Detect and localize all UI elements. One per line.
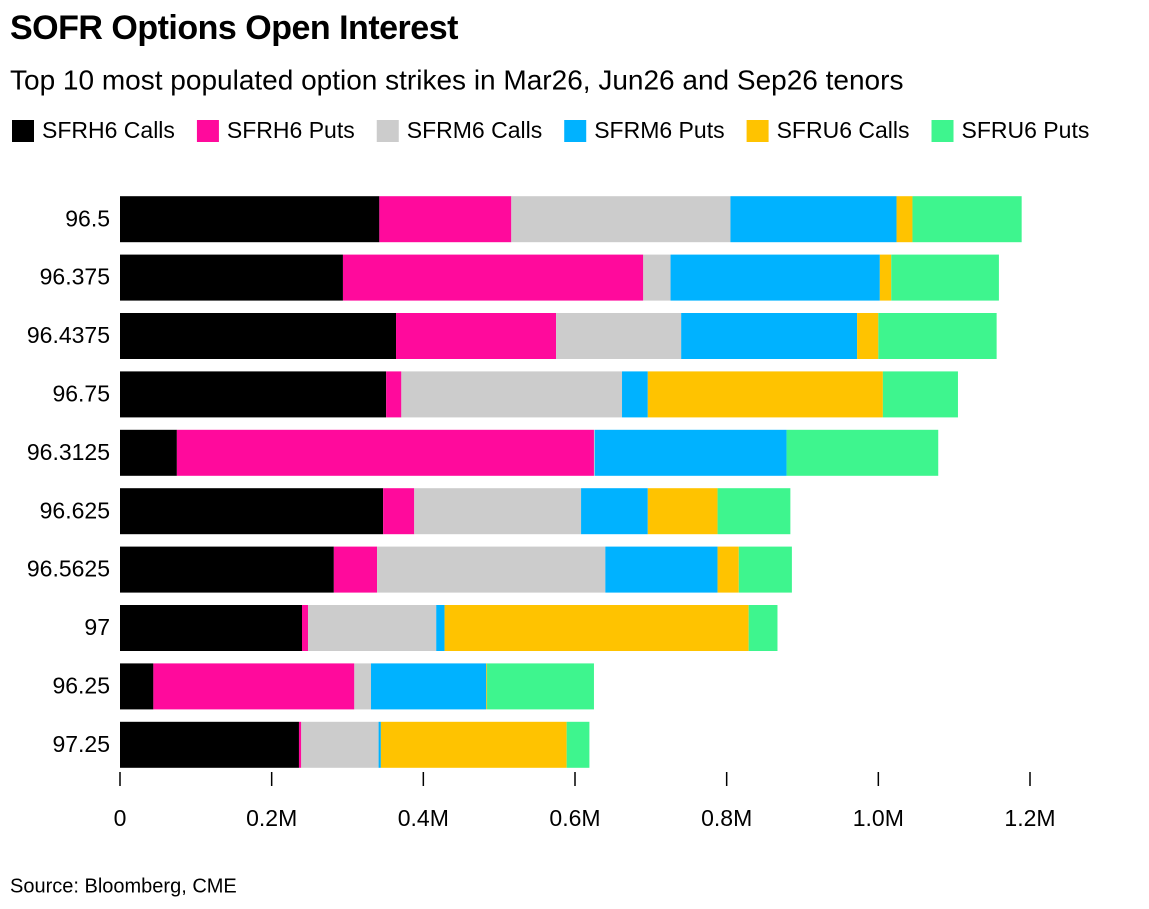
bar-segment (371, 663, 487, 710)
legend-label: SFRM6 Puts (594, 117, 724, 143)
bar-segment (581, 488, 648, 535)
bar-segment (401, 371, 623, 418)
bar-segment (730, 196, 897, 243)
bar-segment (120, 721, 299, 768)
bar-segment (308, 605, 437, 651)
bar-segment (566, 721, 590, 768)
bar-segment (786, 429, 939, 476)
bar-segment (120, 196, 380, 243)
bar-segment (487, 663, 594, 710)
legend-label: SFRU6 Calls (777, 117, 910, 143)
x-tick-label: 0.4M (398, 805, 449, 831)
bar-segment (717, 546, 739, 593)
bar-segment (378, 721, 381, 768)
bar-segment (878, 313, 997, 359)
bar-segment (912, 196, 1022, 243)
source: Source: Bloomberg, CME (10, 875, 237, 897)
y-tick-label: 96.3125 (27, 439, 110, 465)
bar-segment (120, 429, 177, 476)
bar-segment (379, 196, 512, 243)
legend-swatch (564, 120, 587, 142)
legend-swatch (12, 120, 34, 142)
bar-segment (486, 663, 488, 710)
bar-segment (333, 546, 378, 593)
bar-segment (120, 488, 384, 535)
legend-swatch (931, 120, 954, 142)
bar-segment (298, 721, 302, 768)
bar-segment (681, 313, 858, 359)
bar-segment (896, 196, 913, 243)
bar-segment (377, 546, 606, 593)
y-tick-label: 96.75 (52, 380, 110, 406)
bar-segment (120, 254, 343, 301)
bar-segment (120, 371, 387, 418)
legend-swatch (376, 120, 399, 142)
bar-segment (594, 429, 787, 476)
bar-segment (302, 605, 309, 651)
bar-segment (383, 488, 415, 535)
bar-segment (342, 254, 644, 301)
bar-segment (605, 546, 718, 593)
chart-subtitle: Top 10 most populated option strikes in … (10, 64, 903, 95)
x-tick-label: 1.2M (1004, 805, 1055, 831)
bar-segment (556, 313, 682, 359)
bar-segment (879, 254, 892, 301)
bar-segment (857, 313, 879, 359)
bar-segment (891, 254, 999, 301)
bar-segment (120, 605, 302, 651)
bar-segment (643, 254, 671, 301)
bar-segment (882, 371, 958, 418)
y-tick-label: 97 (84, 614, 110, 640)
bar-segment (622, 371, 648, 418)
legend-label: SFRH6 Puts (227, 117, 355, 143)
y-tick-label: 96.5625 (27, 556, 110, 582)
legend-label: SFRU6 Puts (962, 117, 1090, 143)
legend-swatch (746, 120, 769, 142)
bar-segment (120, 546, 334, 593)
bar-segment (301, 721, 379, 768)
bar-segment (647, 371, 883, 418)
bar-segment (120, 663, 154, 710)
bar-segment (738, 546, 792, 593)
bar-segment (176, 429, 594, 476)
bar-segment (386, 371, 402, 418)
y-tick-label: 96.625 (40, 497, 110, 523)
bar-segment (396, 313, 557, 359)
x-tick-label: 0.2M (246, 805, 297, 831)
bar-segment (647, 488, 718, 535)
x-tick-label: 1.0M (853, 805, 904, 831)
bar-segment (153, 663, 355, 710)
bar-segment (748, 605, 778, 651)
bar-segment (511, 196, 731, 243)
bar-segment (380, 721, 567, 768)
bar-segment (670, 254, 880, 301)
chart-title: SOFR Options Open Interest (10, 9, 458, 47)
bar-segment (436, 605, 445, 651)
bar-segment (717, 488, 791, 535)
y-tick-label: 96.25 (52, 672, 110, 698)
y-tick-label: 96.4375 (27, 322, 110, 348)
x-tick-label: 0.6M (549, 805, 600, 831)
y-tick-label: 96.375 (40, 264, 110, 290)
x-tick-label: 0 (114, 805, 127, 831)
legend-label: SFRM6 Calls (407, 117, 542, 143)
bar-segment (354, 663, 372, 710)
bar-segment (593, 429, 595, 476)
bar-segment (444, 605, 749, 651)
y-tick-label: 97.25 (52, 731, 110, 757)
legend-swatch (196, 120, 219, 142)
legend-label: SFRH6 Calls (42, 117, 175, 143)
x-tick-label: 0.8M (701, 805, 752, 831)
y-tick-label: 96.5 (65, 205, 110, 231)
bar-segment (120, 313, 397, 359)
bar-segment (414, 488, 582, 535)
